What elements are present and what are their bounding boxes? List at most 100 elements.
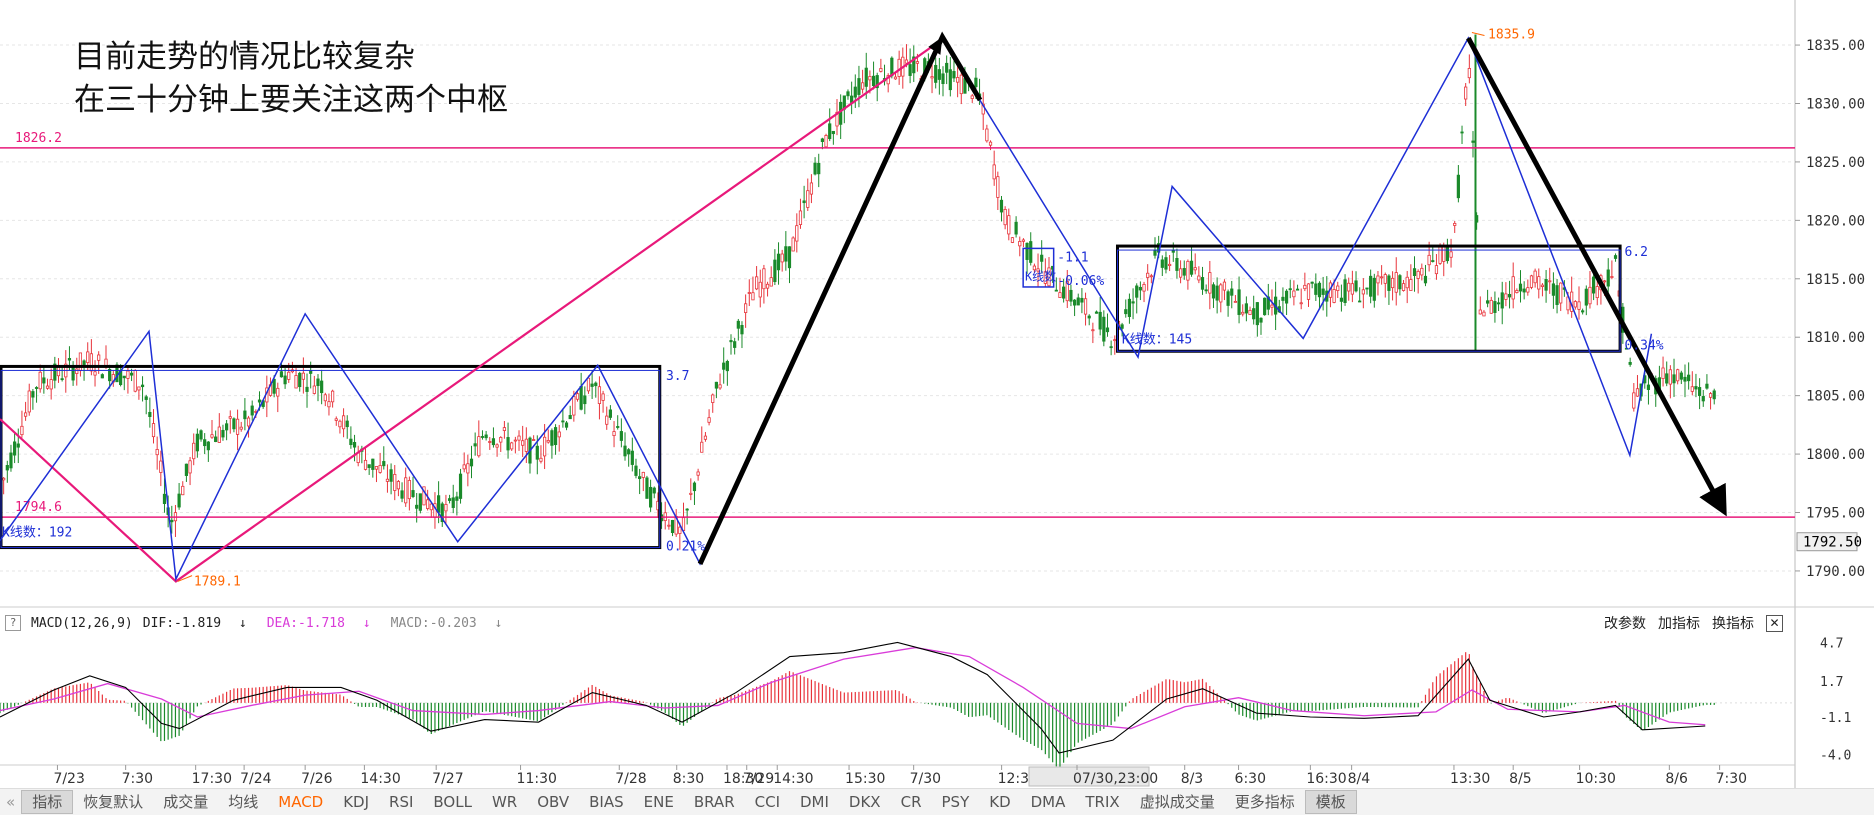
tab-19[interactable]: DMA — [1030, 793, 1066, 811]
candle-body — [1687, 374, 1691, 382]
tab-7[interactable]: BOLL — [433, 793, 472, 811]
candle-body — [1712, 390, 1716, 400]
candle-body — [696, 471, 700, 476]
tab-21[interactable]: 虚拟成交量 — [1139, 793, 1215, 811]
tab-15[interactable]: DKX — [848, 793, 881, 811]
tab-20[interactable]: TRIX — [1085, 793, 1120, 811]
candle-body — [1449, 251, 1453, 258]
candle-body — [1537, 276, 1541, 290]
candle-body — [1252, 308, 1256, 320]
candle-body — [1515, 290, 1519, 293]
candle-body — [974, 77, 978, 88]
candle-body — [956, 77, 960, 83]
candle-body — [952, 71, 956, 79]
tab-13[interactable]: CCI — [754, 793, 780, 811]
candle-body — [689, 492, 693, 495]
change-params-button[interactable]: 改参数 — [1604, 616, 1646, 632]
tab-8[interactable]: WR — [491, 793, 518, 811]
candle-body — [1010, 237, 1015, 243]
candle-body — [246, 417, 251, 427]
candle-body — [45, 385, 50, 389]
candle-body — [948, 69, 952, 91]
tab-1[interactable]: 恢复默认 — [83, 793, 144, 811]
candle-body — [466, 463, 470, 474]
tab-12[interactable]: BRAR — [693, 793, 735, 811]
scroll-left-icon[interactable]: « — [6, 793, 16, 811]
tab-18[interactable]: KD — [989, 793, 1011, 811]
help-icon[interactable]: ? — [5, 615, 21, 631]
swap-indicator-button[interactable]: 换指标 — [1712, 616, 1754, 632]
candle-body — [908, 64, 912, 76]
tab-10[interactable]: BIAS — [589, 793, 624, 811]
candle-body — [1018, 241, 1022, 247]
crosshair-time-box — [1028, 766, 1150, 787]
candle-body — [945, 62, 949, 73]
tab-17[interactable]: PSY — [941, 793, 970, 811]
candle-body — [1317, 282, 1322, 298]
tab-5[interactable]: KDJ — [343, 793, 370, 811]
candle-body — [1467, 68, 1471, 79]
tab-4[interactable]: MACD — [278, 793, 324, 811]
candle-body — [71, 366, 75, 381]
candle-body — [959, 74, 963, 95]
candle-body — [49, 379, 53, 390]
candle-body — [75, 368, 79, 374]
candle-body — [645, 477, 649, 499]
candle-body — [1065, 281, 1069, 302]
candle-body — [1394, 272, 1398, 293]
candle-body — [199, 430, 203, 440]
candle-body — [623, 445, 627, 457]
candle-body — [1149, 275, 1153, 278]
candle-body — [1376, 275, 1380, 284]
candle-body — [144, 396, 148, 400]
macd-macd-value: MACD:-0.203 ↓ — [391, 616, 513, 631]
candle-body — [396, 481, 401, 490]
tab-23[interactable]: 模板 — [1304, 790, 1357, 814]
tab-22[interactable]: 更多指标 — [1234, 793, 1295, 811]
candle-body — [524, 438, 528, 452]
candle-body — [729, 340, 733, 343]
add-indicator-button[interactable]: 加指标 — [1658, 616, 1700, 632]
candle-body — [1237, 289, 1241, 315]
candle-body — [1310, 281, 1314, 284]
candle-body — [221, 429, 225, 438]
last-price-box — [1796, 532, 1858, 552]
tab-3[interactable]: 均线 — [228, 793, 259, 811]
tab-9[interactable]: OBV — [537, 793, 570, 811]
candle-body — [374, 466, 379, 470]
close-icon[interactable]: ✕ — [1766, 614, 1783, 632]
candle-body — [1624, 347, 1629, 350]
tab-14[interactable]: DMI — [800, 793, 829, 811]
candle-body — [1628, 361, 1632, 365]
tab-6[interactable]: RSI — [389, 793, 414, 811]
candle-body — [1215, 285, 1219, 301]
candle-body — [1072, 299, 1077, 306]
candle-body — [795, 225, 799, 242]
candle-body — [1705, 383, 1709, 389]
candle-body — [1109, 346, 1113, 349]
candle-body — [678, 526, 682, 534]
candle-body — [1698, 387, 1702, 396]
candle-body — [363, 459, 368, 470]
candle-body — [996, 176, 1000, 198]
candle-body — [389, 469, 393, 482]
x-tick-label: 7:30 — [1716, 771, 1747, 787]
candle-body — [1105, 327, 1110, 333]
tab-2[interactable]: 成交量 — [163, 793, 209, 811]
x-tick-label: 7/24 — [240, 771, 272, 787]
candle-body — [1548, 280, 1552, 283]
x-tick-label: 11:30 — [517, 771, 557, 787]
tab-0[interactable]: 指标 — [21, 790, 74, 814]
tab-16[interactable]: CR — [900, 793, 922, 811]
candle-body — [667, 524, 671, 527]
candle-body — [16, 443, 20, 448]
x-tick-label: 07/30,23:00 — [1073, 771, 1158, 787]
candle-body — [1431, 260, 1435, 262]
tab-11[interactable]: ENE — [643, 793, 674, 811]
candle-body — [857, 78, 861, 95]
candle-body — [1321, 288, 1325, 295]
candle-body — [985, 128, 989, 142]
candle-body — [1244, 303, 1248, 314]
candle-body — [385, 478, 390, 482]
candle-body — [140, 384, 145, 388]
